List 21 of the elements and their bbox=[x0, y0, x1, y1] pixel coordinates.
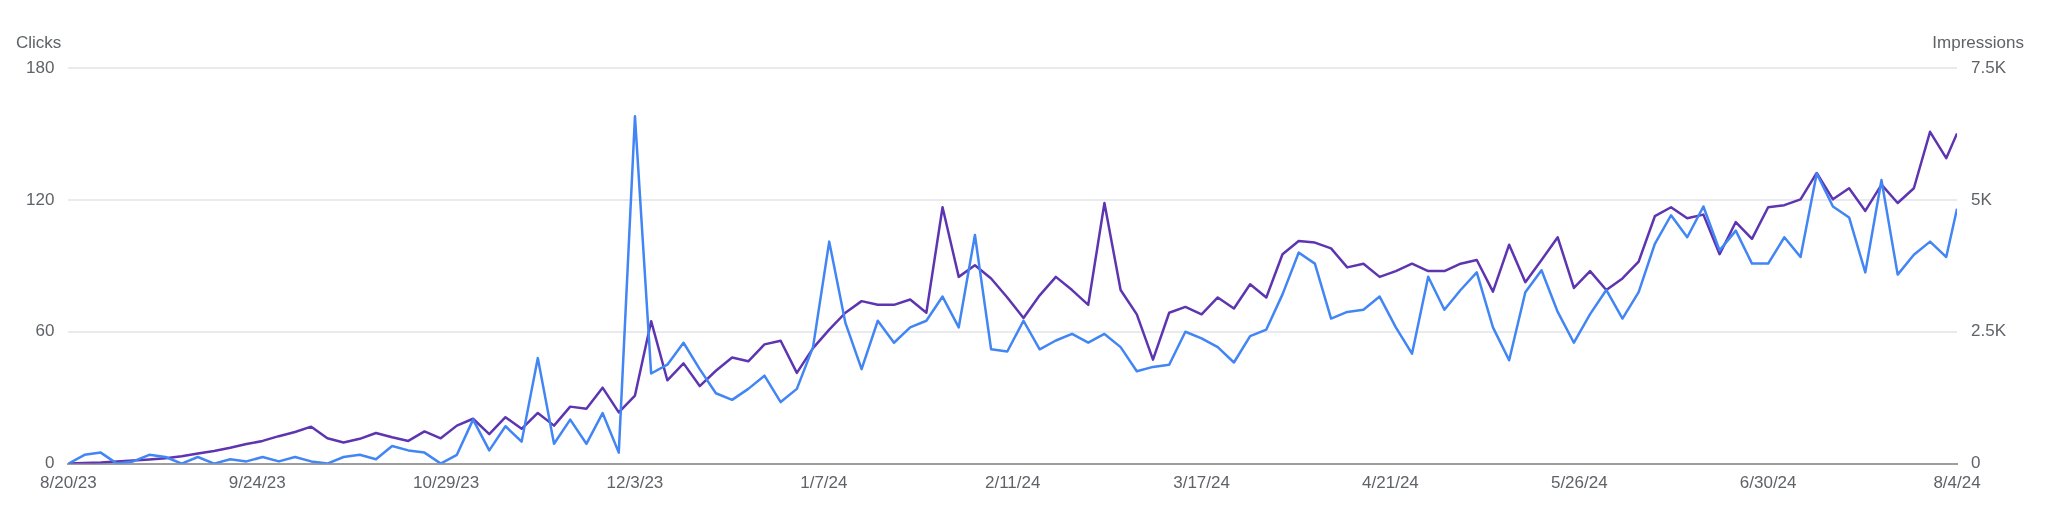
x-tick-label: 3/17/24 bbox=[1173, 473, 1230, 493]
x-tick-label: 12/3/23 bbox=[606, 473, 664, 493]
y2-tick-label: 7.5K bbox=[1971, 57, 2007, 77]
y-tick-label: 120 bbox=[25, 189, 55, 209]
y2-axis-title: Impressions bbox=[1932, 33, 2024, 53]
y-tick-label: 180 bbox=[25, 57, 55, 77]
x-tick-label: 9/24/23 bbox=[228, 473, 286, 493]
x-tick-label: 4/21/24 bbox=[1362, 473, 1419, 493]
y-tick-label: 0 bbox=[44, 453, 55, 473]
y-axis-title: Clicks bbox=[16, 33, 62, 53]
x-tick-label: 8/4/24 bbox=[1933, 473, 1981, 493]
y2-tick-label: 0 bbox=[1971, 453, 1981, 473]
y-tick-label: 60 bbox=[35, 321, 55, 341]
x-tick-label: 1/7/24 bbox=[800, 473, 848, 493]
y2-tick-label: 2.5K bbox=[1971, 321, 2007, 341]
x-tick-label: 8/20/23 bbox=[40, 473, 97, 493]
x-tick-label: 6/30/24 bbox=[1739, 473, 1797, 493]
x-tick-label: 10/29/23 bbox=[413, 473, 480, 493]
y2-tick-label: 5K bbox=[1971, 189, 1993, 209]
x-tick-label: 5/26/24 bbox=[1550, 473, 1608, 493]
x-tick-label: 2/11/24 bbox=[984, 473, 1041, 493]
